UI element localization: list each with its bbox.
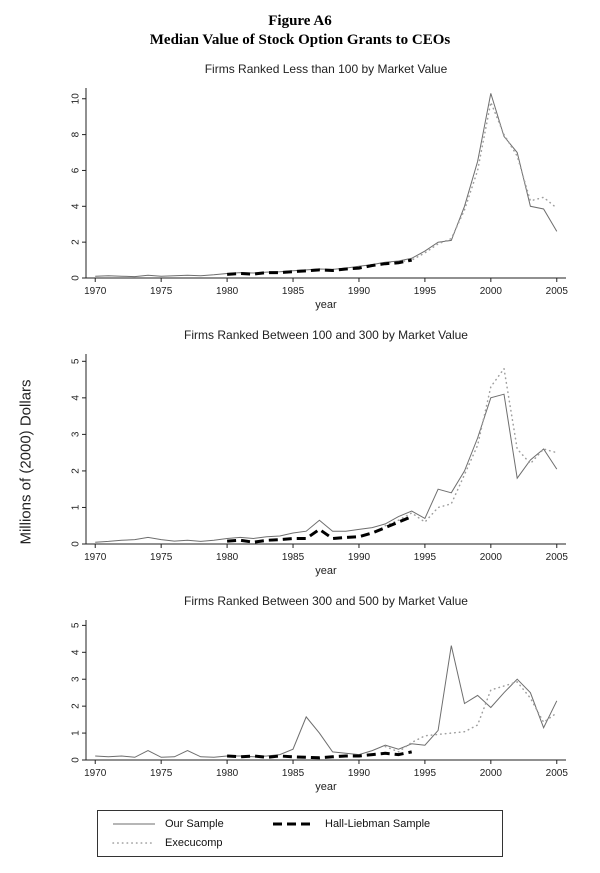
svg-text:1985: 1985 xyxy=(282,768,305,779)
svg-text:3: 3 xyxy=(71,431,82,437)
svg-text:3: 3 xyxy=(71,676,82,682)
chart-canvas-bottom: 0 1 2 3 4 5 1970 1975 1980 1985 1990 1995 2000 2005 ye… xyxy=(71,620,569,793)
svg-text:2000: 2000 xyxy=(480,768,503,779)
svg-text:0: 0 xyxy=(71,275,82,281)
svg-text:1995: 1995 xyxy=(414,286,437,297)
svg-text:1995: 1995 xyxy=(414,552,437,563)
svg-text:year: year xyxy=(315,781,337,793)
svg-text:1980: 1980 xyxy=(216,552,239,563)
svg-text:1970: 1970 xyxy=(84,552,107,563)
svg-text:2005: 2005 xyxy=(546,286,569,297)
svg-text:5: 5 xyxy=(71,358,82,364)
figure-subtitle: Median Value of Stock Option Grants to C… xyxy=(149,32,451,48)
svg-text:2: 2 xyxy=(71,239,82,245)
figure-title: Figure A6 xyxy=(268,13,332,29)
svg-text:2: 2 xyxy=(71,468,82,474)
solid-line-icon xyxy=(113,823,155,825)
svg-text:1975: 1975 xyxy=(150,768,173,779)
chart-title: Firms Ranked Between 300 and 500 by Mark… xyxy=(184,594,468,608)
svg-text:5: 5 xyxy=(71,622,82,628)
svg-text:1990: 1990 xyxy=(348,286,371,297)
svg-text:2: 2 xyxy=(71,703,82,709)
svg-text:1: 1 xyxy=(71,730,82,736)
charts-area: Millions of (2000) Dollars Firms Ranked … xyxy=(0,62,600,796)
legend-item-hall-liebman: Hall-Liebman Sample xyxy=(272,818,488,830)
chart-panel-middle: Firms Ranked Between 100 and 300 by Mark… xyxy=(48,328,600,580)
svg-text:1985: 1985 xyxy=(282,286,305,297)
svg-text:6: 6 xyxy=(71,167,82,173)
legend-grid: Our Sample Hall-Liebman Sample Execucomp xyxy=(112,818,488,849)
svg-text:2000: 2000 xyxy=(480,286,503,297)
dotted-line-icon xyxy=(112,842,156,844)
svg-text:1990: 1990 xyxy=(348,768,371,779)
chart-canvas-top: 0 2 4 6 8 10 1970 1975 1980 1985 1990 1995 2000 2005 y… xyxy=(71,88,569,311)
legend-label-hall-liebman: Hall-Liebman Sample xyxy=(325,818,431,830)
svg-text:1985: 1985 xyxy=(282,552,305,563)
svg-text:4: 4 xyxy=(71,649,82,655)
svg-text:10: 10 xyxy=(71,93,82,105)
legend-item-our-sample: Our Sample xyxy=(112,818,272,830)
svg-text:0: 0 xyxy=(71,757,82,763)
svg-text:1970: 1970 xyxy=(84,768,107,779)
svg-text:2005: 2005 xyxy=(546,768,569,779)
svg-text:4: 4 xyxy=(71,203,82,209)
svg-text:1980: 1980 xyxy=(216,768,239,779)
legend-item-execucomp: Execucomp xyxy=(112,837,272,849)
svg-text:1975: 1975 xyxy=(150,286,173,297)
chart-panel-top: Firms Ranked Less than 100 by Market Val… xyxy=(48,62,600,314)
svg-text:year: year xyxy=(315,299,337,311)
chart-title: Firms Ranked Between 100 and 300 by Mark… xyxy=(184,328,468,342)
svg-text:2000: 2000 xyxy=(480,552,503,563)
chart-title: Firms Ranked Less than 100 by Market Val… xyxy=(204,62,448,76)
legend-label-our-sample: Our Sample xyxy=(165,818,224,830)
svg-text:8: 8 xyxy=(71,131,82,137)
svg-text:1990: 1990 xyxy=(348,552,371,563)
svg-text:1995: 1995 xyxy=(414,768,437,779)
chart-canvas-middle: 0 1 2 3 4 5 1970 1975 1980 1985 1990 1995 2000 2005 ye… xyxy=(71,354,569,577)
svg-text:year: year xyxy=(315,565,337,577)
svg-text:1975: 1975 xyxy=(150,552,173,563)
y-axis-label: Millions of (2000) Dollars xyxy=(17,379,35,545)
svg-text:0: 0 xyxy=(71,541,82,547)
svg-text:4: 4 xyxy=(71,395,82,401)
legend: Our Sample Hall-Liebman Sample Execucomp xyxy=(97,810,503,857)
svg-text:2005: 2005 xyxy=(546,552,569,563)
thick-dashed-line-icon xyxy=(273,822,315,826)
legend-label-execucomp: Execucomp xyxy=(165,837,223,849)
chart-panel-bottom: Firms Ranked Between 300 and 500 by Mark… xyxy=(48,594,600,796)
svg-text:1980: 1980 xyxy=(216,286,239,297)
svg-text:1: 1 xyxy=(71,504,82,510)
svg-text:1970: 1970 xyxy=(84,286,107,297)
